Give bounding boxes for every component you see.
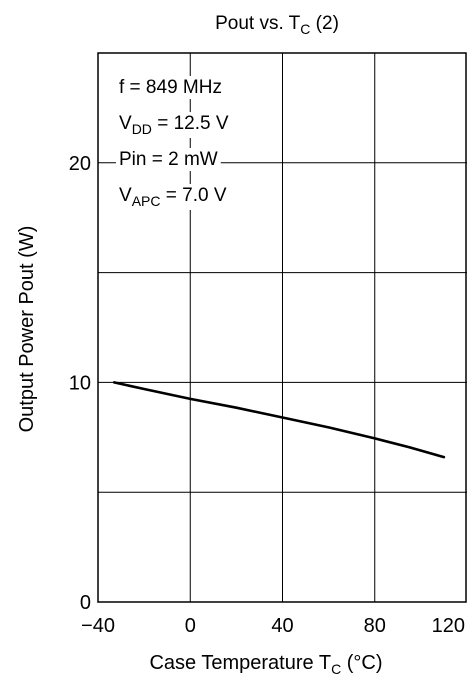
chart-title-main: Pout vs. T <box>215 13 301 34</box>
x-tick-label: −40 <box>81 615 115 637</box>
x-tick-label: 80 <box>364 615 386 637</box>
plot-frame <box>97 52 467 603</box>
annotation-main: f = 849 MHz <box>119 77 222 98</box>
annotation-background <box>116 184 230 210</box>
chart-title-subscript: C <box>300 21 310 37</box>
annotation-suffix: = 12.5 V <box>152 113 229 134</box>
chart-title: Pout vs. TC (2) <box>215 13 339 37</box>
x-tick-label: 120 <box>432 615 465 637</box>
y-tick-label: 0 <box>80 592 91 614</box>
annotation-main: V <box>119 113 132 134</box>
annotation-background <box>116 148 221 171</box>
x-tick-label: 40 <box>271 615 293 637</box>
chart-title-suffix: (2) <box>310 13 339 34</box>
annotation-main: V <box>119 185 132 206</box>
x-tick-label: 0 <box>185 615 196 637</box>
x-axis-label-subscript: C <box>331 661 341 677</box>
annotation-text: f = 849 MHz <box>119 77 222 98</box>
y-tick-label: 10 <box>69 372 91 394</box>
annotation-background <box>116 112 232 138</box>
annotation-main: Pin = 2 mW <box>119 149 218 170</box>
annotation-background <box>116 76 225 99</box>
annotation-suffix: = 7.0 V <box>160 185 226 206</box>
y-tick-label: 20 <box>69 153 91 175</box>
series-layer <box>112 381 446 459</box>
x-axis-label-suffix: (°C) <box>341 652 382 674</box>
x-axis-label: Case Temperature TC (°C) <box>149 652 382 677</box>
annotation-subscript: DD <box>132 121 152 137</box>
series-line <box>112 381 446 459</box>
annotation-text: VDD = 12.5 V <box>119 113 229 137</box>
y-axis-label: Output Power Pout (W) <box>16 226 38 433</box>
annotation-text: Pin = 2 mW <box>119 149 218 170</box>
annotation-text: VAPC = 7.0 V <box>119 185 227 209</box>
annotation-subscript: APC <box>132 193 161 209</box>
x-axis-label-main: Case Temperature T <box>149 652 331 674</box>
